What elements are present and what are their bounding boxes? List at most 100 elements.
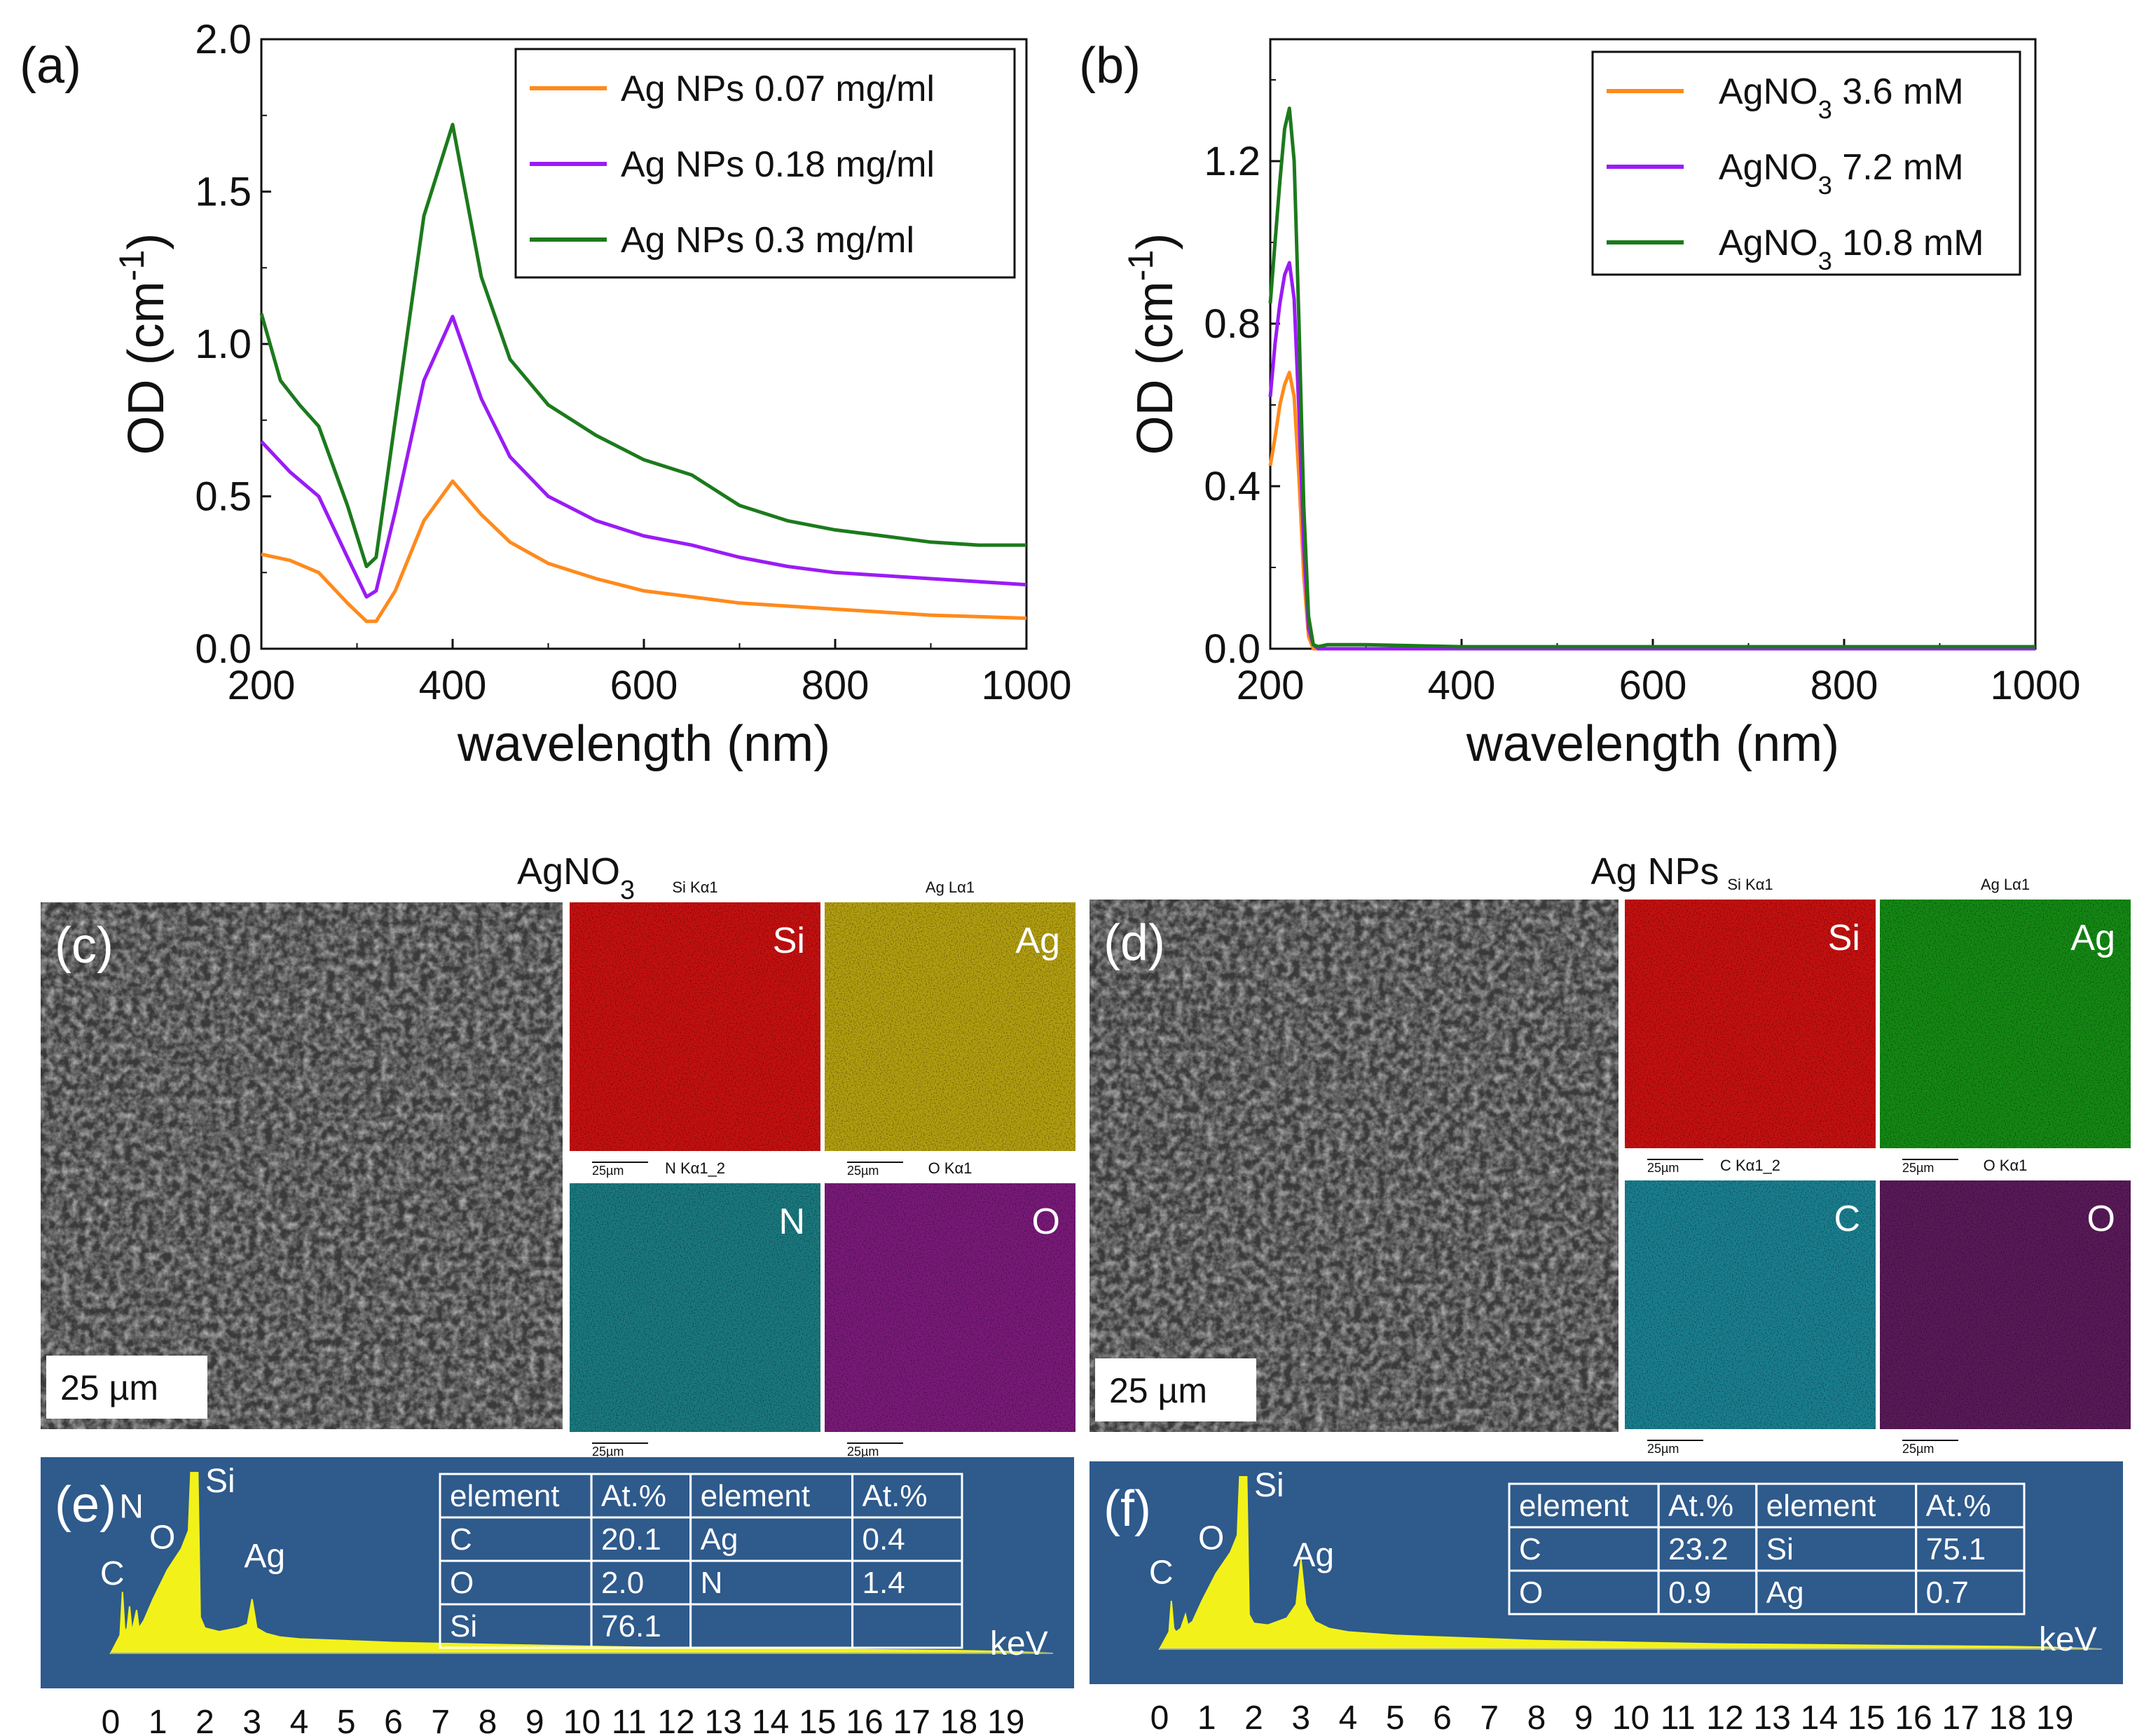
table-header: element [450, 1479, 560, 1513]
map-element-label: Ag [1015, 921, 1060, 961]
x-tick-label: 17 [1942, 1700, 1979, 1736]
map-texture [1880, 900, 2131, 1148]
map-texture [570, 902, 820, 1151]
table-header: At.% [1668, 1489, 1733, 1523]
x-tick-label: 10 [563, 1704, 600, 1736]
y-axis-label: OD (cm-1) [111, 233, 175, 455]
y-tick-label: 0.0 [1204, 626, 1260, 672]
legend-entry: Ag NPs 0.3 mg/ml [621, 220, 914, 261]
text-part: ) [118, 233, 174, 250]
text-part: 3.6 mM [1832, 71, 1964, 112]
map-element-label: N [778, 1201, 805, 1242]
table-value: N [701, 1566, 723, 1600]
x-tick-label: 7 [431, 1704, 450, 1736]
map-texture [570, 1183, 820, 1432]
map-header: N Kα1_2 [665, 1159, 725, 1177]
sem-texture [41, 902, 563, 1429]
x-tick-label: 8 [1527, 1700, 1546, 1736]
x-tick-label: 7 [1480, 1700, 1499, 1736]
table-cell [851, 1603, 963, 1649]
x-tick-label: 9 [1574, 1700, 1593, 1736]
map-scalebar-label: 25µm [1902, 1161, 1934, 1175]
x-tick-label: 800 [1810, 663, 1878, 708]
x-tick-label: 800 [802, 663, 870, 708]
x-tick-label: 5 [1386, 1700, 1405, 1736]
peak-label: C [100, 1555, 125, 1592]
text-part: 3 [1818, 247, 1832, 275]
table-header: element [1766, 1489, 1876, 1523]
x-tick-label: 14 [1801, 1700, 1838, 1736]
y-tick-label: 1.0 [195, 322, 252, 367]
x-tick-label: 19 [987, 1704, 1024, 1736]
table-value: 76.1 [601, 1609, 661, 1644]
series-line [261, 479, 1027, 624]
text-part: AgNO [517, 850, 620, 893]
legend-entry: AgNO3 10.8 mM [1719, 223, 1984, 275]
x-tick-label: 2 [195, 1704, 214, 1736]
sem-panel: AgNO3 (c) 25 µm Si Kα1 Si 25µm Ag Lα1 Ag 25µm N K… [41, 850, 1076, 1459]
y-tick-label: 1.2 [1204, 139, 1260, 184]
x-tick-label: 6 [384, 1704, 403, 1736]
text-part: ) [1127, 233, 1183, 250]
map-element-label: Si [1828, 918, 1860, 958]
map-header: Si Kα1 [672, 879, 717, 896]
map-header: O Kα1 [928, 1159, 973, 1177]
x-tick-label: 16 [1895, 1700, 1932, 1736]
x-tick-label: 0 [1150, 1700, 1169, 1736]
y-tick-label: 0.4 [1204, 464, 1260, 509]
panel-label: (a) [20, 38, 81, 94]
x-tick-label: 15 [1848, 1700, 1885, 1736]
text-part: -1 [111, 250, 151, 282]
x-tick-label: 1000 [1990, 663, 2080, 708]
x-tick-label: 3 [242, 1704, 261, 1736]
text-part: -1 [1120, 250, 1160, 282]
x-tick-label: 13 [705, 1704, 742, 1736]
scalebar-box [1095, 1358, 1256, 1421]
x-tick-label: 600 [1619, 663, 1687, 708]
map-header: C Kα1_2 [1720, 1157, 1780, 1174]
x-tick-label: 19 [2036, 1700, 2073, 1736]
text-part: AgNO [1719, 147, 1818, 188]
panel-label: (f) [1104, 1481, 1151, 1537]
x-tick-label: 13 [1754, 1700, 1791, 1736]
panel-label: (e) [55, 1477, 116, 1533]
x-tick-label: 200 [228, 663, 296, 708]
y-tick-label: 0.5 [195, 474, 252, 520]
map-texture [1880, 1180, 2131, 1429]
x-tick-label: 4 [290, 1704, 309, 1736]
x-axis-label: wavelength (nm) [1466, 716, 1839, 772]
x-tick-label: 400 [419, 663, 487, 708]
text-part: 7.2 mM [1832, 147, 1964, 188]
text-part: OD (cm [1127, 281, 1183, 455]
series-line [1268, 261, 2035, 651]
x-tick-label: 2 [1244, 1700, 1263, 1736]
table-value: O [1519, 1576, 1543, 1610]
series-line [260, 315, 1027, 599]
text-part: 3 [1818, 171, 1832, 200]
table-value: 1.4 [863, 1566, 905, 1600]
text-part: OD (cm [118, 281, 174, 455]
x-tick-label: 17 [893, 1704, 930, 1736]
x-tick-label: 10 [1612, 1700, 1649, 1736]
sem-panel: Ag NPs (d) 25 µm Si Kα1 Si 25µm Ag Lα1 Ag 25µm C … [1090, 850, 2131, 1456]
sem-title: Ag NPs [1590, 850, 1719, 893]
x-tick-label: 11 [612, 1704, 647, 1736]
legend-entry: AgNO3 3.6 mM [1719, 71, 1964, 124]
peak-label: Si [205, 1463, 235, 1500]
x-tick-label: 16 [846, 1704, 883, 1736]
x-tick-label: 600 [610, 663, 678, 708]
x-tick-label: 0 [102, 1704, 121, 1736]
map-header: Si Kα1 [1727, 876, 1773, 893]
map-scalebar-label: 25µm [592, 1164, 624, 1178]
map-element-label: O [2087, 1199, 2115, 1239]
peak-label: Ag [244, 1538, 285, 1575]
x-axis-label: wavelength (nm) [457, 716, 830, 772]
map-scalebar-label: 25µm [1647, 1161, 1679, 1175]
series-line [1268, 371, 2035, 651]
x-tick-label: 1 [1197, 1700, 1216, 1736]
text-part: AgNO [1719, 223, 1818, 263]
table-value: 20.1 [601, 1522, 661, 1557]
text-part: 3 [1818, 95, 1832, 124]
y-tick-label: 1.5 [195, 170, 252, 215]
